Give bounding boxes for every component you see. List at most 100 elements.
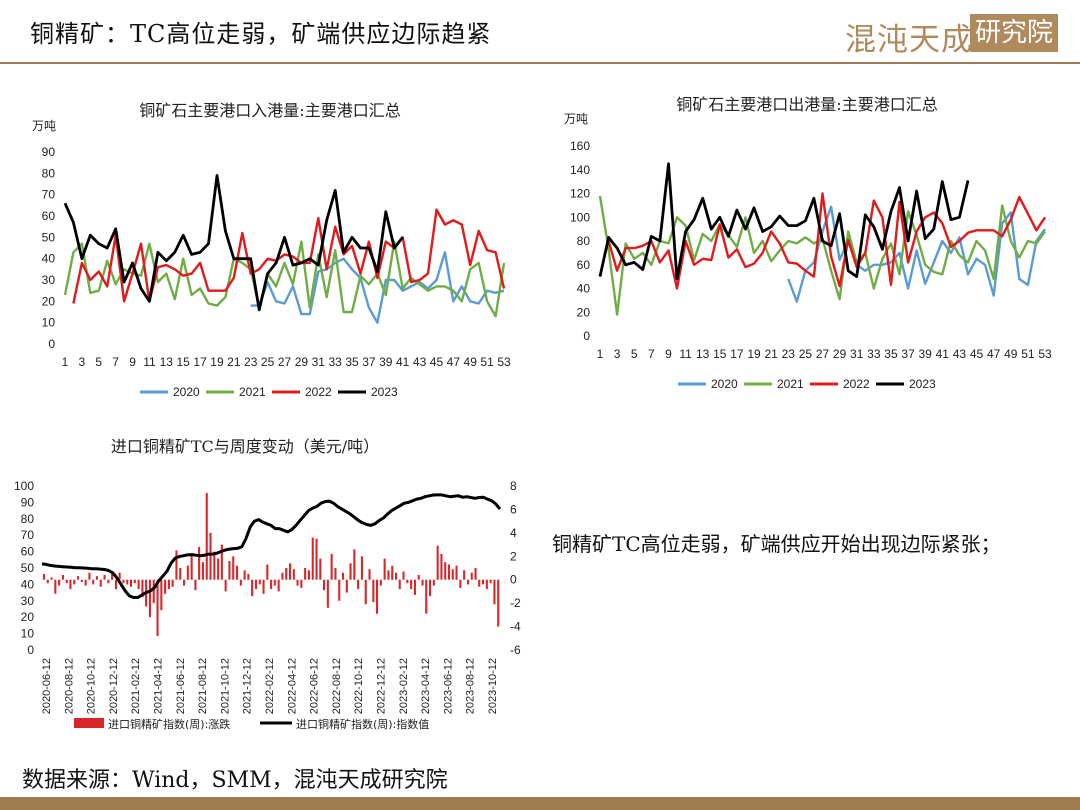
y-right-tick-label: 6: [510, 502, 517, 516]
bar: [497, 579, 500, 627]
y-left-tick-label: 100: [14, 479, 34, 493]
bar: [334, 568, 337, 580]
legend-label-2022: 2022: [305, 385, 332, 399]
x-tick-label: 9: [129, 355, 136, 369]
x-tick-label: 13: [696, 347, 710, 361]
bar: [466, 579, 469, 585]
bar: [319, 558, 322, 580]
y-tick-label: 90: [42, 145, 56, 159]
x-tick-label: 2022-08-12: [331, 658, 343, 714]
x-tick-label: 23: [244, 355, 258, 369]
legend-label-2021: 2021: [239, 385, 266, 399]
x-tick-label: 41: [396, 355, 410, 369]
y-tick-label: 20: [577, 305, 591, 319]
y-tick-label: 100: [570, 210, 590, 224]
legend-swatch-bars: [74, 718, 104, 728]
bar: [432, 579, 435, 586]
x-tick-label: 37: [901, 347, 915, 361]
bar: [406, 579, 409, 584]
legend-label-2020: 2020: [173, 385, 200, 399]
bar: [273, 579, 276, 586]
x-tick-label: 13: [160, 355, 174, 369]
bar: [368, 569, 371, 580]
bar: [198, 546, 201, 580]
x-tick-label: 7: [112, 355, 119, 369]
bar: [440, 553, 443, 580]
bar: [376, 579, 379, 614]
bar: [444, 562, 447, 580]
bar: [338, 579, 341, 601]
bar: [201, 562, 204, 580]
bar: [281, 572, 284, 580]
bar: [179, 568, 182, 580]
bar: [114, 579, 117, 590]
bar: [323, 579, 326, 591]
bar: [251, 579, 254, 597]
x-tick-label: 25: [799, 347, 813, 361]
bar: [152, 579, 155, 604]
y-tick-label: 80: [42, 166, 56, 180]
bar: [448, 564, 451, 580]
y-left-tick-label: 50: [21, 561, 35, 575]
series-line-2023: [598, 162, 970, 281]
bar: [92, 579, 95, 585]
bar: [137, 579, 140, 590]
x-tick-label: 51: [480, 355, 494, 369]
x-tick-label: 53: [497, 355, 511, 369]
x-tick-label: 41: [936, 347, 950, 361]
x-tick-label: 2021-10-12: [219, 658, 231, 714]
series-line-2022: [72, 208, 506, 304]
bar: [398, 579, 401, 590]
legend-label-2022: 2022: [843, 377, 870, 391]
x-tick-label: 27: [816, 347, 830, 361]
y-tick-label: 30: [42, 273, 56, 287]
bar: [50, 577, 53, 580]
x-tick-label: 37: [362, 355, 376, 369]
x-tick-label: 2021-08-12: [197, 658, 209, 714]
bar: [485, 579, 488, 590]
chart-title: 铜矿石主要港口入港量:主要港口汇总: [139, 101, 400, 120]
bar: [493, 579, 496, 605]
x-tick-label: 2020-06-12: [41, 658, 53, 714]
bar: [183, 579, 186, 586]
bar: [345, 579, 348, 593]
x-tick-label: 29: [833, 347, 847, 361]
bar: [383, 558, 386, 580]
bar: [349, 563, 352, 580]
bar: [103, 575, 106, 580]
x-tick-label: 35: [345, 355, 359, 369]
x-tick-label: 15: [177, 355, 191, 369]
bar: [421, 579, 424, 586]
x-tick-label: 21: [764, 347, 778, 361]
bar: [213, 551, 216, 580]
x-tick-label: 3: [79, 355, 86, 369]
bar: [58, 579, 61, 586]
bar: [307, 570, 310, 580]
x-tick-label: 2021-06-12: [175, 658, 187, 714]
bar: [130, 579, 133, 587]
bar: [470, 572, 473, 580]
x-tick-label: 11: [679, 347, 692, 361]
x-tick-label: 45: [430, 355, 444, 369]
y-right-tick-label: 4: [510, 526, 517, 540]
x-tick-label: 51: [1021, 347, 1035, 361]
bar: [342, 572, 345, 580]
bar: [478, 579, 481, 587]
footer-bar: [0, 797, 1080, 810]
bar: [133, 579, 136, 584]
bar: [217, 558, 220, 580]
x-tick-label: 19: [210, 355, 224, 369]
bar: [77, 576, 80, 580]
x-tick-label: 2022-06-12: [309, 658, 321, 714]
bar: [311, 537, 314, 580]
y-tick-label: 50: [42, 230, 56, 244]
y-tick-label: 80: [577, 234, 591, 248]
bar: [410, 579, 413, 590]
series-line-2020: [250, 251, 505, 324]
logo-text: 混沌天成: [845, 22, 973, 58]
bar: [455, 565, 458, 580]
x-tick-label: 49: [464, 355, 478, 369]
y-tick-label: 60: [42, 209, 56, 223]
chart-title: 进口铜精矿TC与周度变动（美元/吨）: [111, 437, 379, 456]
